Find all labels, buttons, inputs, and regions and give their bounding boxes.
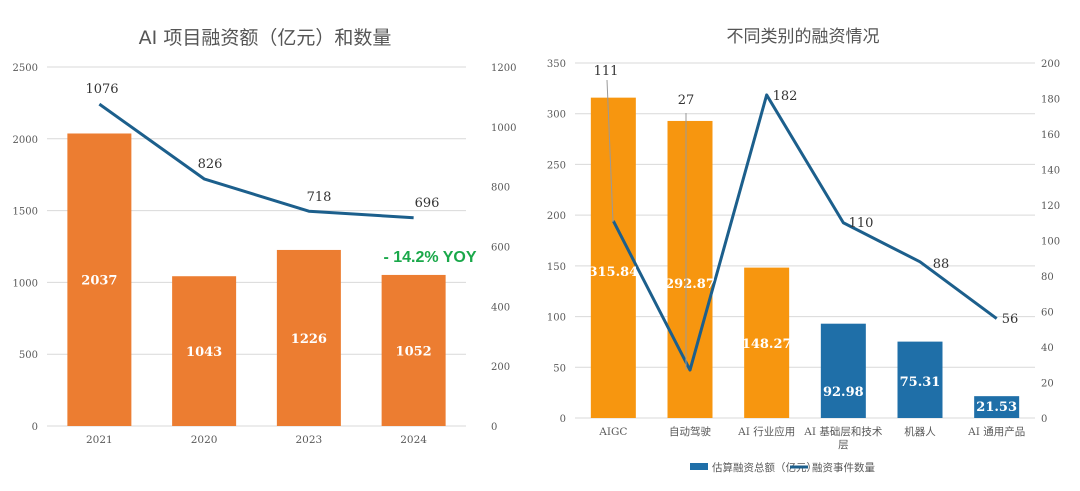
- y-left-tick-label: 2000: [13, 135, 38, 146]
- right-chart-title: 不同类别的融资情况: [727, 27, 880, 47]
- legend-bar-swatch: [690, 463, 708, 470]
- legend-bar-label: 估算融资总额（亿元）: [712, 461, 817, 474]
- y-left-tick-label: 50: [553, 363, 566, 374]
- x-category-label: 层: [838, 439, 849, 451]
- left-chart-title: AI 项目融资额（亿元）和数量: [139, 27, 392, 49]
- bar: [897, 341, 943, 418]
- line-value-label: 826: [198, 157, 223, 172]
- line-value-label: 182: [773, 89, 798, 104]
- bar: [744, 267, 790, 418]
- legend-line-label: 融资事件数量: [812, 461, 875, 474]
- y-right-tick-label: 40: [1041, 343, 1054, 354]
- line-value-label: 56: [1002, 312, 1019, 327]
- bar: [67, 133, 132, 426]
- bar-value-label: 315.84: [588, 265, 638, 280]
- bar-value-label: 21.53: [976, 400, 1017, 415]
- bar-value-label: 75.31: [900, 375, 941, 390]
- bar: [172, 276, 237, 426]
- y-left-tick-label: 1000: [13, 278, 38, 289]
- y-left-tick-label: 2500: [13, 63, 38, 74]
- line-series: [611, 93, 998, 372]
- bar-value-label: 2037: [81, 274, 117, 289]
- bar: [276, 249, 341, 426]
- bar-value-label: 92.98: [823, 385, 864, 400]
- line-value-label: 110: [849, 216, 874, 231]
- bar: [667, 120, 713, 419]
- line-value-label: 718: [307, 190, 332, 205]
- y-left-tick-label: 250: [547, 160, 566, 171]
- x-category-label: AIGC: [598, 426, 627, 438]
- x-category-label: 自动驾驶: [669, 425, 711, 438]
- bar-value-label: 292.87: [665, 277, 715, 292]
- bar-value-label: 1052: [396, 344, 432, 359]
- x-category-label: 2021: [86, 434, 113, 446]
- bar-value-label: 1043: [186, 345, 222, 360]
- y-right-tick-label: 0: [1041, 414, 1047, 425]
- line-value-label: 88: [933, 257, 950, 272]
- bar: [820, 323, 866, 418]
- bar: [590, 97, 636, 418]
- bar: [381, 274, 446, 426]
- y-left-tick-label: 200: [547, 211, 566, 222]
- y-right-tick-label: 180: [1041, 95, 1060, 106]
- bar-value-label: 148.27: [742, 337, 792, 352]
- x-category-label: 2020: [191, 434, 218, 446]
- yoy-annotation: - 14.2% YOY: [383, 249, 476, 266]
- y-right-tick-label: 400: [491, 302, 510, 313]
- bar-value-label: 1226: [291, 332, 327, 347]
- y-left-tick-label: 1500: [13, 207, 38, 218]
- y-left-tick-label: 0: [32, 422, 38, 433]
- x-category-label: 2024: [400, 434, 427, 446]
- y-right-tick-label: 80: [1041, 272, 1054, 283]
- x-category-label: AI 基础层和技术: [803, 425, 883, 438]
- y-right-tick-label: 600: [491, 243, 510, 254]
- y-right-tick-label: 60: [1041, 308, 1054, 319]
- y-right-tick-label: 160: [1041, 130, 1060, 141]
- y-right-tick-label: 800: [491, 183, 510, 194]
- y-left-tick-label: 0: [560, 414, 566, 425]
- y-right-tick-label: 1000: [491, 123, 516, 134]
- bar: [974, 396, 1020, 418]
- y-right-tick-label: 100: [1041, 237, 1060, 248]
- line-series: [98, 102, 414, 220]
- y-right-tick-label: 140: [1041, 166, 1060, 177]
- y-right-tick-label: 120: [1041, 201, 1060, 212]
- leader-line: [606, 79, 614, 223]
- y-left-tick-label: 500: [19, 350, 38, 361]
- x-category-label: 机器人: [904, 425, 936, 438]
- x-category-label: AI 行业应用: [737, 425, 795, 438]
- y-left-tick-label: 300: [547, 110, 566, 121]
- y-right-tick-label: 0: [491, 422, 497, 433]
- y-right-tick-label: 200: [491, 362, 510, 373]
- y-right-tick-label: 20: [1041, 379, 1054, 390]
- y-left-tick-label: 350: [547, 59, 566, 70]
- line-value-label: 696: [415, 196, 440, 211]
- line-value-label: 111: [594, 64, 619, 79]
- x-category-label: AI 通用产品: [967, 425, 1025, 438]
- line-value-label: 27: [678, 93, 695, 108]
- x-category-label: 2023: [296, 434, 323, 446]
- y-left-tick-label: 100: [547, 313, 566, 324]
- y-right-tick-label: 1200: [491, 63, 516, 74]
- y-left-tick-label: 150: [547, 262, 566, 273]
- line-value-label: 1076: [85, 82, 118, 97]
- y-right-tick-label: 200: [1041, 59, 1060, 70]
